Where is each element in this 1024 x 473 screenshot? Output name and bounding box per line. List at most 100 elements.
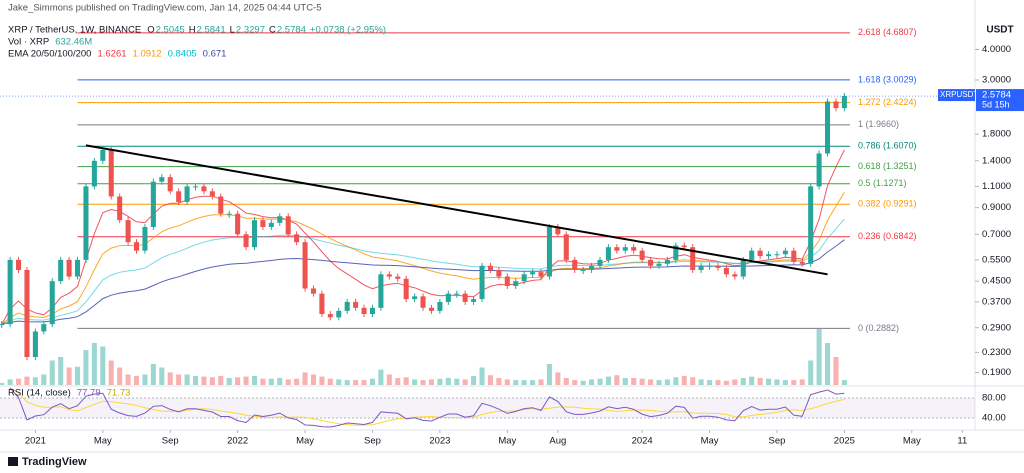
legend-text: 0.671 bbox=[203, 49, 227, 60]
candle-body bbox=[614, 247, 620, 251]
fib-label: 0 (0.2882) bbox=[858, 323, 899, 333]
legend-text: L bbox=[230, 25, 235, 36]
volume-bar bbox=[395, 378, 401, 385]
volume-bar bbox=[327, 378, 333, 385]
volume-bar bbox=[538, 379, 544, 385]
fib-label: 0.382 (0.9291) bbox=[858, 199, 917, 209]
legend-text: 2.3297 bbox=[236, 25, 265, 36]
candle-body bbox=[445, 293, 451, 302]
candle-body bbox=[58, 259, 64, 282]
volume-bar bbox=[723, 380, 729, 385]
main-pane: 2.618 (4.6807) 1.618 (3.0029) 1.272 (2.422… bbox=[0, 27, 917, 385]
volume-bar bbox=[555, 372, 561, 385]
volume-bar bbox=[580, 380, 586, 385]
candle-body bbox=[327, 314, 333, 318]
rsi-ma-line bbox=[9, 387, 845, 426]
candle-body bbox=[100, 150, 106, 161]
candle-body bbox=[698, 265, 704, 270]
x-tick-label: Aug bbox=[549, 436, 566, 447]
legend-text: 77.79 bbox=[77, 388, 101, 399]
candle-body bbox=[808, 186, 814, 264]
volume-bar bbox=[159, 367, 165, 385]
candle-body bbox=[209, 191, 215, 197]
candle-body bbox=[41, 324, 47, 332]
y-tick-label: 1.4000 bbox=[982, 155, 1011, 166]
candle-body bbox=[7, 259, 13, 325]
volume-bar bbox=[75, 366, 81, 385]
candle-body bbox=[555, 226, 561, 235]
unit-label: USDT bbox=[986, 25, 1013, 36]
legend-text: 1.6261 bbox=[97, 49, 126, 60]
y-tick-label: 0.9000 bbox=[982, 202, 1011, 213]
logo-mark bbox=[8, 457, 18, 466]
candle-body bbox=[766, 254, 772, 257]
volume-bar bbox=[487, 375, 493, 385]
volume-bar bbox=[572, 380, 578, 385]
y-tick-label: 0.2900 bbox=[982, 322, 1011, 333]
candle-body bbox=[108, 150, 114, 197]
volume-bar bbox=[791, 380, 797, 385]
y-tick-label: 4.0000 bbox=[982, 44, 1011, 55]
volume-bar bbox=[319, 376, 325, 385]
volume-bar bbox=[302, 372, 308, 385]
candle-body bbox=[66, 259, 72, 277]
candle-body bbox=[791, 250, 797, 262]
volume-bar bbox=[546, 364, 552, 385]
volume-bar bbox=[631, 378, 637, 385]
volume-bar bbox=[740, 378, 746, 385]
candle-body bbox=[159, 177, 165, 182]
candle-body bbox=[496, 269, 502, 277]
x-tick-label: Sep bbox=[162, 436, 179, 447]
volume-bar bbox=[808, 360, 814, 385]
candle-body bbox=[462, 293, 468, 302]
candle-body bbox=[749, 250, 755, 260]
candle-body bbox=[681, 245, 687, 248]
fib-label: 1.272 (2.4224) bbox=[858, 97, 917, 107]
volume-bar bbox=[681, 375, 687, 385]
volume-bar bbox=[353, 380, 359, 385]
candle-body bbox=[369, 307, 375, 315]
logo-icon bbox=[8, 457, 18, 466]
volume-bar bbox=[91, 343, 97, 385]
candle-body bbox=[428, 307, 434, 311]
published-line: Jake_Simmons published on TradingView.co… bbox=[8, 3, 322, 14]
legend-text: 2.5841 bbox=[197, 25, 226, 36]
volume-bar bbox=[32, 377, 38, 385]
volume-bar bbox=[471, 375, 477, 385]
y-tick-label: 1.8000 bbox=[982, 129, 1011, 140]
volume-bar bbox=[816, 329, 822, 385]
volume-bar bbox=[294, 378, 300, 385]
volume-bar bbox=[16, 378, 22, 385]
candle-body bbox=[260, 220, 266, 227]
x-tick-label: 2025 bbox=[834, 436, 855, 447]
volume-bar bbox=[530, 380, 536, 385]
volume-bar bbox=[513, 380, 519, 385]
candle-body bbox=[740, 259, 746, 277]
candle-body bbox=[580, 269, 586, 271]
candle-body bbox=[631, 247, 637, 251]
volume-bar bbox=[841, 380, 847, 385]
candle-body bbox=[167, 177, 173, 192]
candle-body bbox=[117, 196, 123, 221]
volume-bar bbox=[563, 378, 569, 385]
candle-body bbox=[16, 259, 22, 270]
ema-line bbox=[1, 191, 845, 325]
fib-label: 0.786 (1.6070) bbox=[858, 141, 917, 151]
legend-text: C bbox=[269, 25, 276, 36]
volume-bar bbox=[412, 379, 418, 385]
candle-body bbox=[133, 242, 140, 251]
candle-body bbox=[201, 186, 207, 192]
volume-bar bbox=[403, 377, 409, 385]
candle-body bbox=[479, 265, 485, 300]
candle-body bbox=[361, 307, 367, 315]
candle-body bbox=[664, 259, 670, 264]
volume-bar bbox=[58, 357, 64, 385]
countdown-text: 5d 15h bbox=[982, 99, 1010, 109]
candle-body bbox=[319, 293, 325, 315]
x-tick-label: 2022 bbox=[227, 436, 248, 447]
volume-bar bbox=[378, 369, 384, 385]
candle-body bbox=[622, 247, 628, 251]
candle-body bbox=[825, 101, 831, 154]
volume-bar bbox=[176, 374, 182, 385]
volume-bar bbox=[648, 379, 654, 385]
